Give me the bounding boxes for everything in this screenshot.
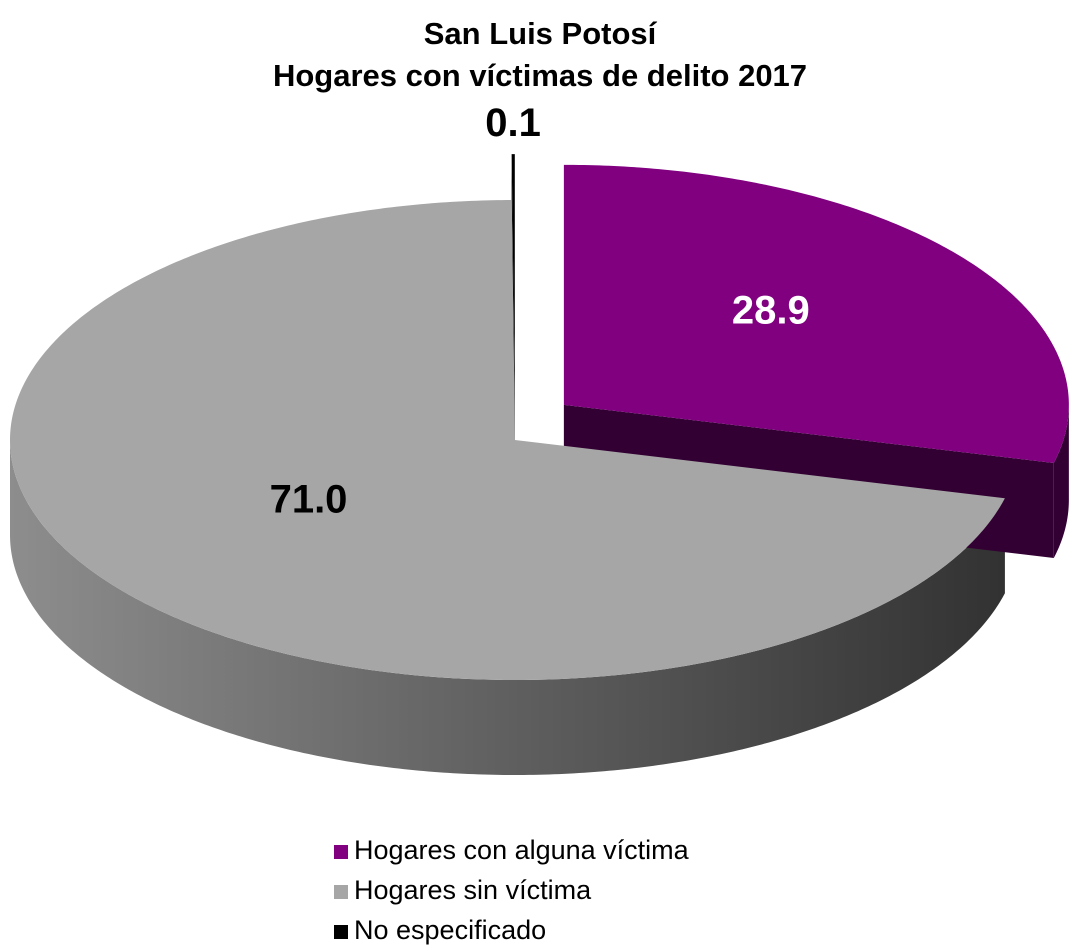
chart-title: San Luis Potosí bbox=[424, 16, 658, 51]
legend-swatch bbox=[334, 925, 348, 939]
value-labels: 28.9 71.0 0.1 bbox=[270, 101, 810, 522]
legend: Hogares con alguna víctima Hogares sin ví… bbox=[334, 835, 690, 945]
slice-wall bbox=[1053, 404, 1069, 559]
value-label: 0.1 bbox=[485, 101, 541, 145]
legend-label: No especificado bbox=[354, 915, 546, 945]
legend-label: Hogares con alguna víctima bbox=[354, 835, 690, 865]
slice bbox=[563, 164, 1069, 464]
value-label: 28.9 bbox=[732, 289, 810, 333]
slice bbox=[511, 154, 515, 395]
legend-swatch bbox=[334, 885, 348, 899]
chart-subtitle: Hogares con víctimas de delito 2017 bbox=[273, 58, 807, 93]
value-label: 71.0 bbox=[270, 478, 348, 522]
slice-side bbox=[10, 440, 1005, 775]
legend-label: Hogares sin víctima bbox=[354, 875, 592, 905]
legend-swatch bbox=[334, 845, 348, 859]
slice bbox=[10, 200, 1005, 680]
slice-wall bbox=[10, 440, 1005, 775]
pie-tops bbox=[10, 154, 1069, 680]
